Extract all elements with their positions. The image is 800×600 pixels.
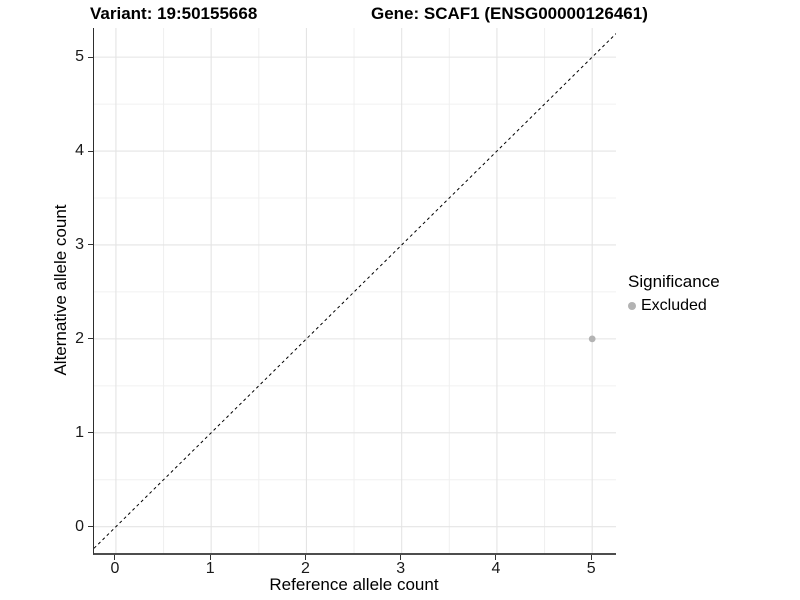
data-point [588, 335, 596, 343]
identity-reference-line [94, 33, 616, 549]
x-tick-mark [209, 555, 211, 560]
legend-item-excluded: Excluded [628, 297, 720, 315]
legend-item-label: Excluded [641, 297, 707, 314]
y-tick-label: 5 [75, 48, 84, 66]
x-tick-label: 1 [205, 560, 215, 577]
y-tick-label: 4 [75, 142, 84, 160]
x-axis-title: Reference allele count [269, 575, 439, 594]
y-tick-mark [88, 244, 93, 246]
legend-title: Significance [628, 272, 720, 291]
y-tick-mark [88, 150, 93, 152]
x-tick-mark [114, 555, 116, 560]
x-tick-label: 2 [300, 560, 310, 577]
y-tick-mark [88, 526, 93, 528]
x-tick-mark [400, 555, 402, 560]
plot-title-gene: Gene: SCAF1 (ENSG00000126461) [371, 4, 648, 23]
x-tick-mark [590, 555, 592, 560]
x-tick-label: 0 [110, 560, 120, 577]
y-axis-title: Alternative allele count [51, 204, 70, 376]
y-tick-label: 2 [75, 329, 84, 347]
x-tick-label: 4 [491, 560, 501, 577]
scatter-plot-area [94, 28, 616, 553]
y-tick-mark [88, 338, 93, 340]
legend: Significance Excluded [628, 272, 720, 315]
y-tick-mark [88, 432, 93, 434]
legend-point-icon [628, 302, 636, 310]
x-tick-label: 3 [396, 560, 406, 577]
x-tick-mark [304, 555, 306, 560]
x-tick-mark [495, 555, 497, 560]
y-tick-mark [88, 56, 93, 58]
x-tick-label: 5 [586, 560, 596, 577]
y-tick-label: 3 [75, 235, 84, 253]
y-tick-label: 0 [75, 517, 84, 535]
plot-title-variant: Variant: 19:50155668 [90, 4, 258, 23]
plot-panel [93, 28, 616, 555]
y-tick-label: 1 [75, 423, 84, 441]
